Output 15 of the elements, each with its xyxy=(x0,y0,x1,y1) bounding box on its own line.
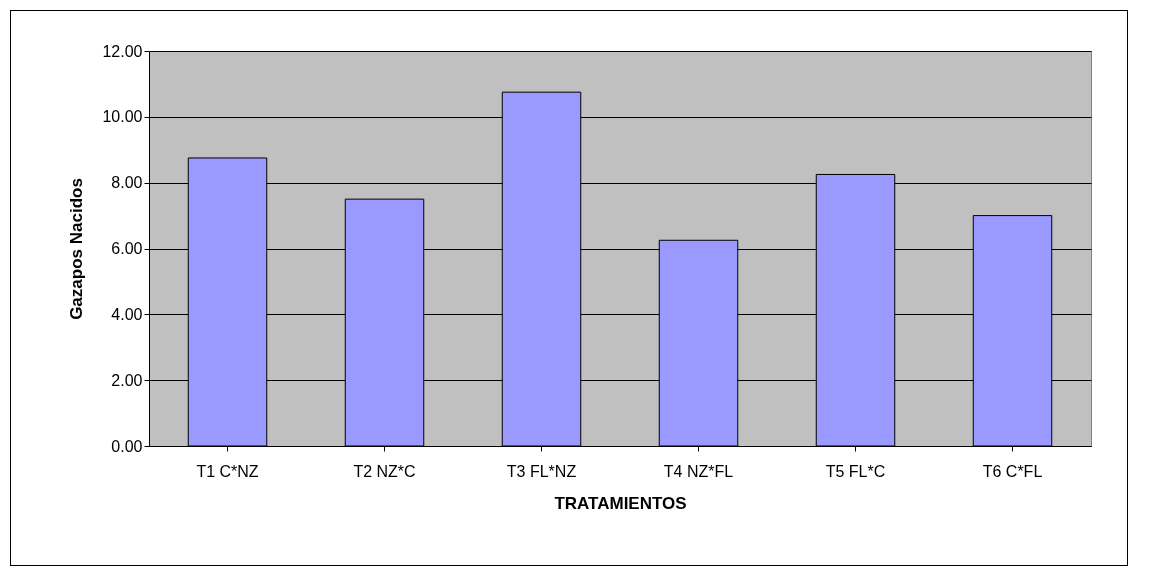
y-tick-label: 8.00 xyxy=(111,174,143,192)
x-tick-label: T6 C*FL xyxy=(982,462,1043,480)
y-tick-label: 2.00 xyxy=(111,371,143,389)
x-axis-title: TRATAMIENTOS xyxy=(554,493,687,513)
y-tick-label: 0.00 xyxy=(111,437,143,455)
y-axis-title: Gazapos Nacidos xyxy=(67,178,87,320)
x-tick-label: T1 C*NZ xyxy=(196,462,259,480)
y-tick-label: 4.00 xyxy=(111,305,143,323)
x-tick-label: T3 FL*NZ xyxy=(506,462,577,480)
x-tick-label: T5 FL*C xyxy=(825,462,886,480)
y-tick-label: 10.00 xyxy=(102,108,143,126)
y-tick-label: 12.00 xyxy=(102,42,143,60)
y-tick-label: 6.00 xyxy=(111,240,143,257)
x-tick-label: T2 NZ*C xyxy=(353,462,416,480)
x-tick-label: T4 NZ*FL xyxy=(663,462,734,480)
